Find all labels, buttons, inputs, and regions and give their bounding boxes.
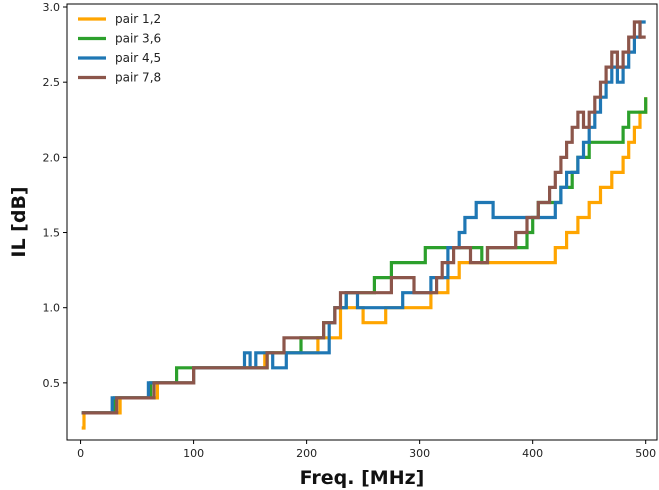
- y-tick-label: 1.5: [43, 227, 61, 240]
- x-tick-label: 500: [635, 447, 656, 460]
- x-tick-label: 0: [77, 447, 84, 460]
- x-axis-title: Freq. [MHz]: [300, 467, 425, 489]
- series-layer: [81, 20, 648, 430]
- y-axis-title: IL [dB]: [8, 186, 30, 257]
- y-tick-label: 1.0: [43, 302, 61, 315]
- y-tick-label: 3.0: [43, 1, 61, 14]
- y-axis: 0.5 1.0 1.5 2.0 2.5 3.0: [43, 1, 67, 390]
- series-line-2: [81, 97, 648, 415]
- series-line-4: [81, 20, 646, 415]
- legend: pair 1,2 pair 3,6 pair 4,5 pair 7,8: [78, 12, 161, 85]
- x-axis: 0 100 200 300 400 500: [77, 440, 656, 460]
- legend-label-2: pair 3,6: [115, 32, 161, 46]
- legend-label-1: pair 1,2: [115, 12, 161, 26]
- x-tick-label: 100: [183, 447, 204, 460]
- series-line-1: [81, 97, 648, 430]
- x-tick-label: 200: [296, 447, 317, 460]
- legend-label-3: pair 4,5: [115, 51, 161, 65]
- x-tick-label: 400: [522, 447, 543, 460]
- y-tick-label: 2.5: [43, 76, 61, 89]
- x-tick-label: 300: [409, 447, 430, 460]
- y-tick-label: 2.0: [43, 151, 61, 164]
- y-tick-label: 0.5: [43, 377, 61, 390]
- legend-label-4: pair 7,8: [115, 71, 161, 85]
- plot-frame: [66, 3, 658, 441]
- series-line-3: [81, 20, 646, 415]
